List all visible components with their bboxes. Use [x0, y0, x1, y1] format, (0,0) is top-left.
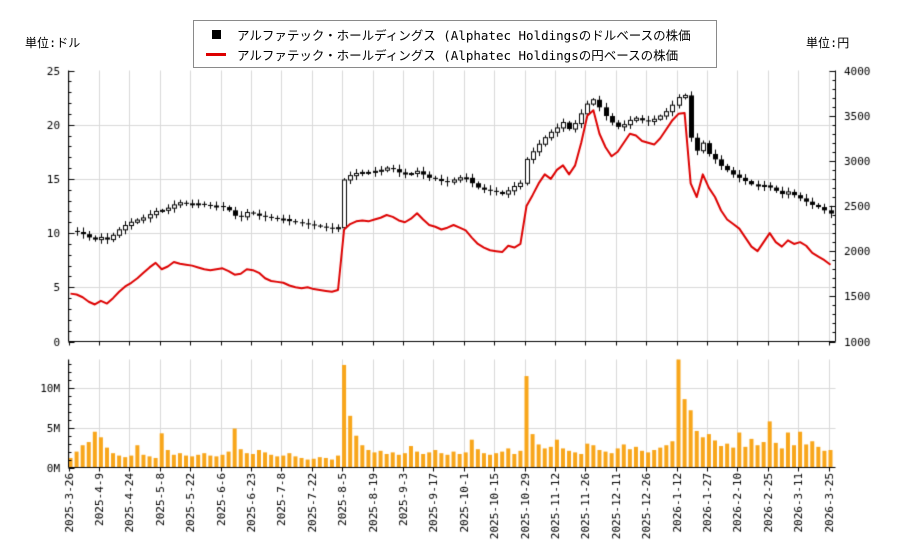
legend-item-usd: アルファテック・ホールディングス (Alphatec Holdingsのドルベー…: [206, 24, 712, 44]
usd-series-square-marker-icon: [211, 29, 221, 39]
legend-label-usd: アルファテック・ホールディングス (Alphatec Holdingsのドルベー…: [237, 27, 691, 43]
legend-item-jpy: アルファテック・ホールディングス (Alphatec Holdingsの円ベース…: [206, 44, 712, 64]
right-axis-unit-label: 単位:円: [806, 36, 850, 50]
jpy-series-line-marker-icon: [206, 52, 226, 56]
chart-legend: アルファテック・ホールディングス (Alphatec Holdingsのドルベー…: [193, 20, 717, 68]
legend-label-jpy: アルファテック・ホールディングス (Alphatec Holdingsの円ベース…: [237, 47, 679, 63]
legend-marker-cell: [206, 29, 226, 39]
left-axis-unit-label: 単位:ドル: [25, 36, 81, 50]
legend-marker-cell: [206, 52, 226, 56]
